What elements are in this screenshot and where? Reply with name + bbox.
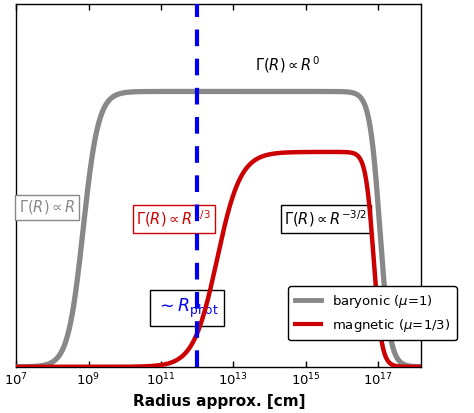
- Text: $\Gamma(R)\propto R^0$: $\Gamma(R)\propto R^0$: [255, 54, 320, 75]
- Text: $\sim R_{\rm phot}$: $\sim R_{\rm phot}$: [155, 297, 219, 320]
- Legend: baryonic ($\mu$=1), magnetic ($\mu$=1/3): baryonic ($\mu$=1), magnetic ($\mu$=1/3): [288, 287, 457, 340]
- X-axis label: Radius approx. [cm]: Radius approx. [cm]: [133, 394, 305, 409]
- Text: $\Gamma(R)\propto R^{-3/2}$: $\Gamma(R)\propto R^{-3/2}$: [284, 209, 367, 229]
- Text: $\Gamma(R)\propto R$: $\Gamma(R)\propto R$: [18, 198, 75, 216]
- Text: $\Gamma(R)\propto R^{1/3}$: $\Gamma(R)\propto R^{1/3}$: [136, 209, 211, 229]
